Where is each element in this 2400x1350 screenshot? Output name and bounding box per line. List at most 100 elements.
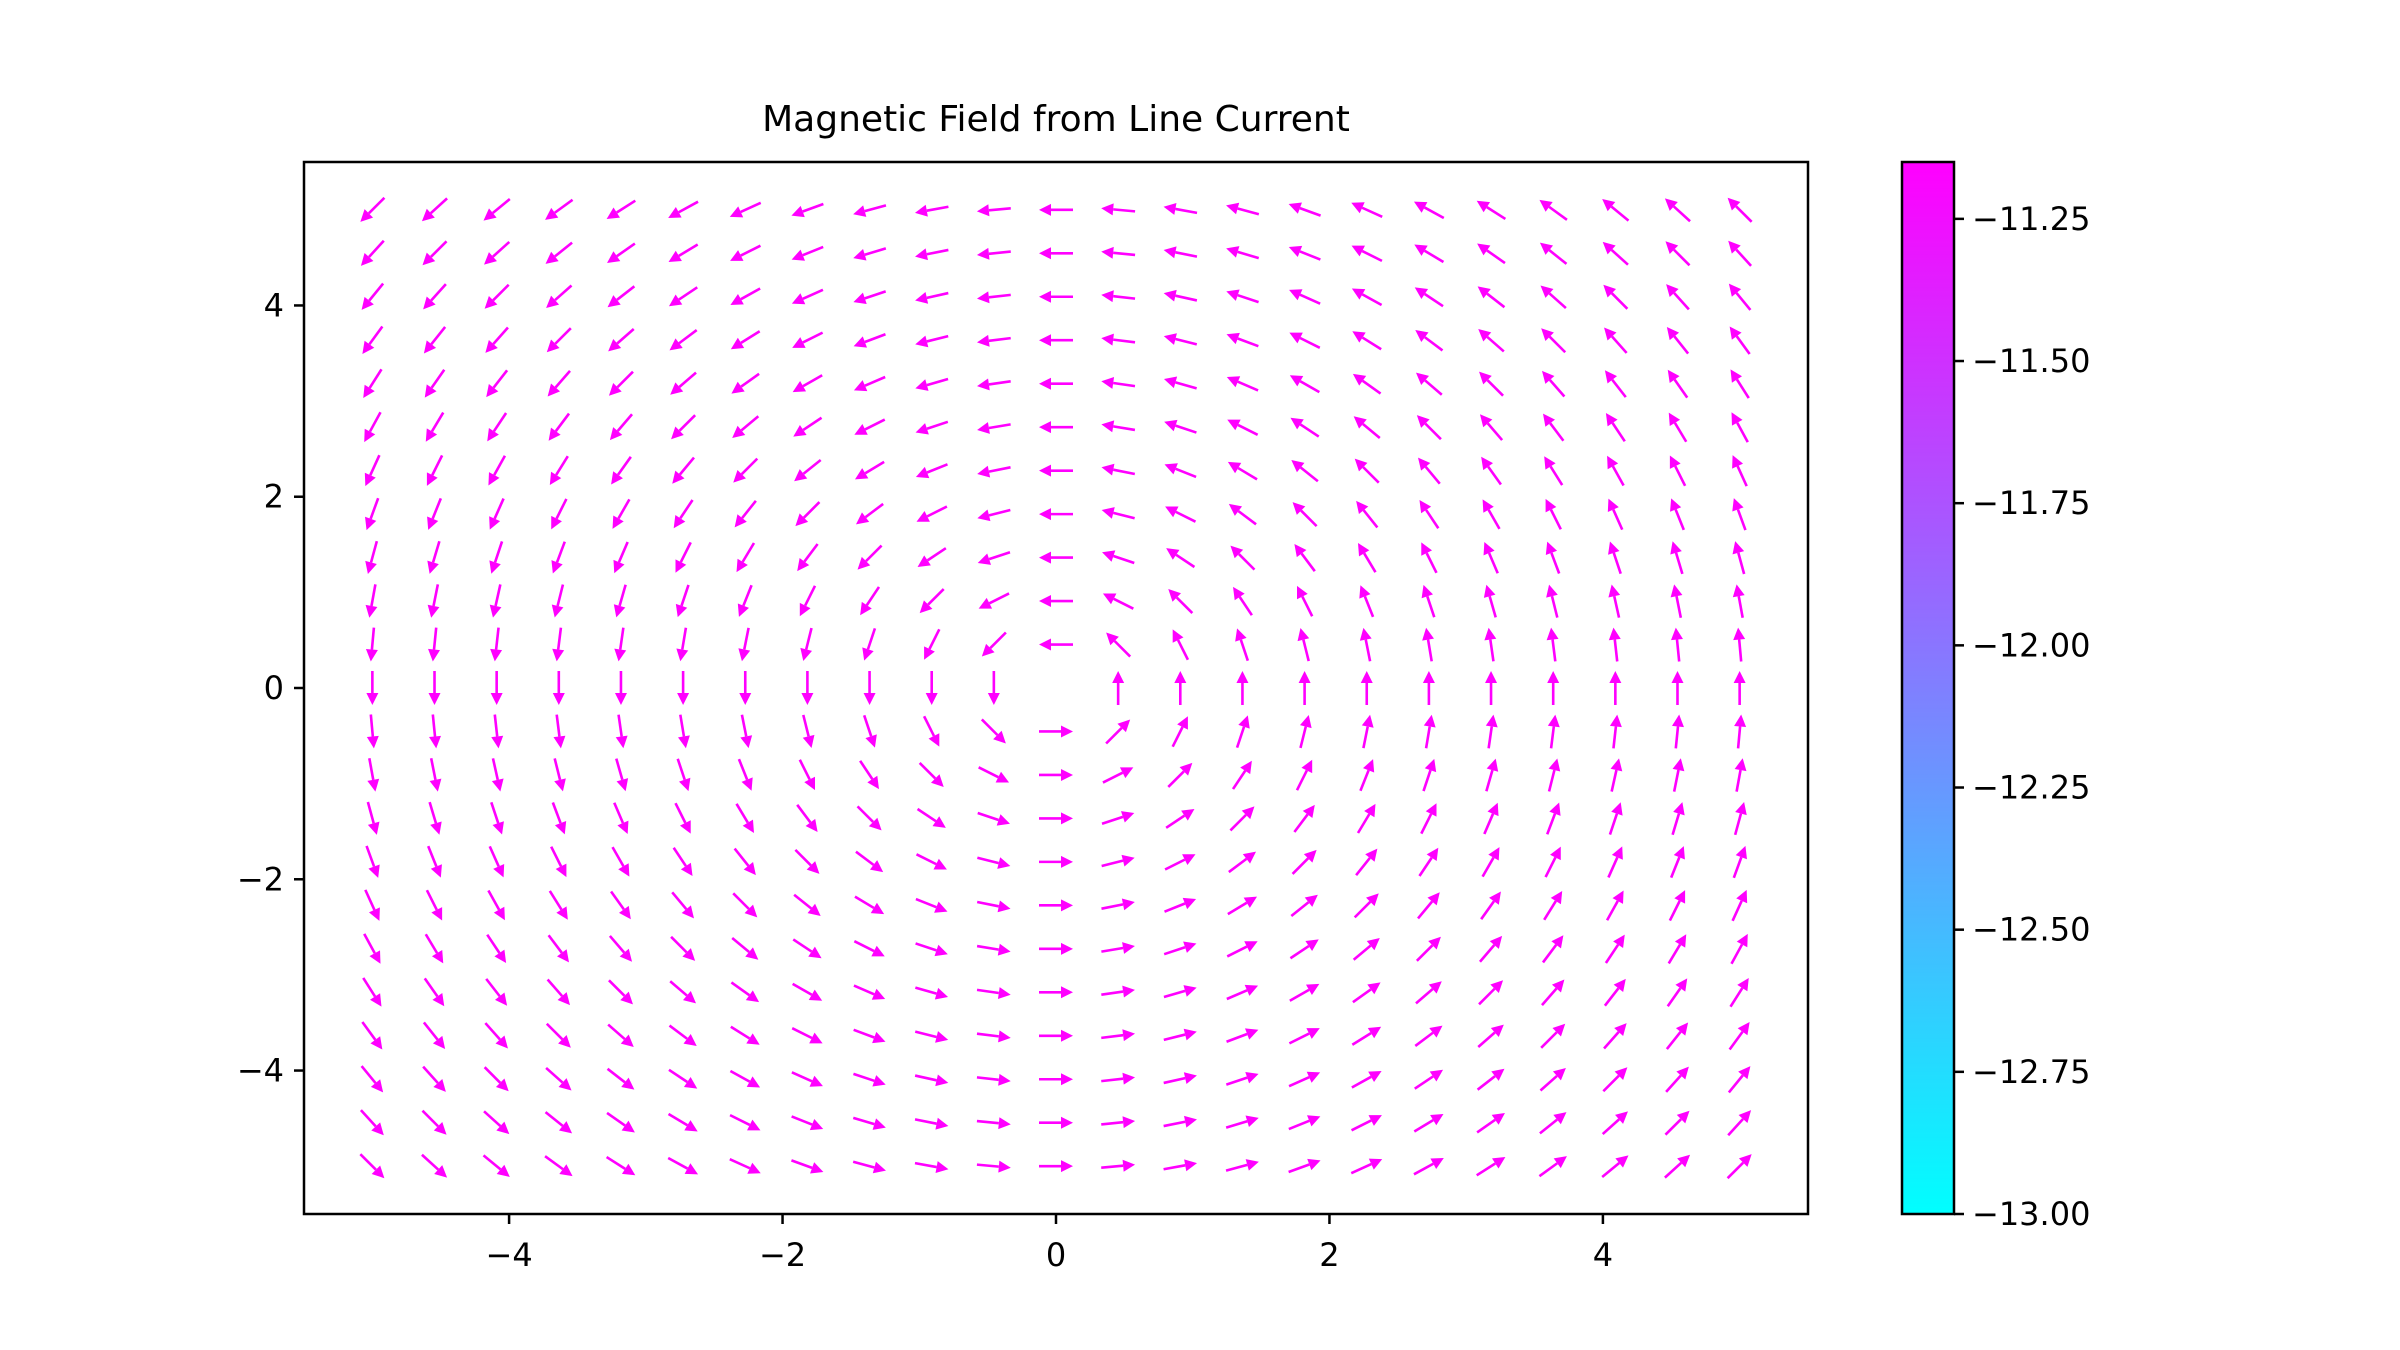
quiver-arrow-shaft — [1302, 639, 1310, 662]
quiver-arrow-shaft — [1237, 293, 1259, 304]
quiver-arrow-shaft — [1175, 467, 1197, 479]
quiver-arrow-head — [431, 950, 444, 964]
quiver-arrow-head — [484, 252, 497, 265]
quiver-arrow — [1414, 1069, 1444, 1090]
quiver-arrow — [483, 1110, 510, 1135]
quiver-arrow — [729, 1157, 761, 1174]
quiver-arrow-head — [430, 821, 442, 835]
quiver-arrow-head — [489, 516, 501, 530]
quiver-arrow — [981, 631, 1007, 657]
quiver-arrow — [796, 804, 818, 833]
quiver-arrow-shaft — [670, 935, 688, 954]
quiver-arrow-head — [1666, 326, 1680, 341]
quiver-arrow-head — [1603, 284, 1617, 298]
quiver-arrow — [365, 845, 380, 878]
quiver-arrow — [1101, 1116, 1136, 1129]
quiver-arrow-shaft — [864, 247, 887, 256]
quiver-arrow-head — [1607, 498, 1619, 512]
quiver-arrow — [1165, 808, 1195, 829]
quiver-arrow-head — [928, 733, 940, 747]
quiver-arrow-shaft — [547, 934, 563, 954]
quiver-arrow — [1226, 246, 1260, 260]
quiver-arrow-head — [1548, 758, 1561, 772]
quiver-arrow — [361, 1021, 383, 1050]
quiver-arrow-shaft — [1113, 597, 1134, 610]
quiver-arrow-shaft — [616, 199, 636, 214]
quiver-arrow — [1484, 627, 1497, 662]
quiver-arrow — [862, 714, 877, 748]
quiver-arrow-shaft — [556, 584, 565, 607]
quiver-arrow — [669, 328, 698, 351]
quiver-arrow-shaft — [802, 501, 821, 519]
quiver-arrow — [1547, 671, 1560, 705]
quiver-arrow-shaft — [1732, 856, 1743, 879]
quiver-arrow-shaft — [916, 807, 937, 823]
quiver-arrow — [546, 978, 571, 1006]
quiver-arrow-head — [1177, 716, 1188, 730]
quiver-arrow-shaft — [370, 584, 377, 607]
quiver-arrow-shaft — [859, 760, 874, 780]
quiver-arrow-head — [555, 863, 567, 878]
quiver-arrow-head — [428, 693, 441, 705]
quiver-arrow — [482, 1154, 510, 1177]
quiver-arrow — [737, 758, 753, 791]
quiver-arrow — [1101, 942, 1135, 954]
quiver-arrow — [802, 714, 815, 748]
quiver-arrow-head — [1477, 243, 1491, 256]
quiver-arrow-shaft — [1413, 1119, 1434, 1133]
quiver-arrow-shaft — [1352, 944, 1372, 961]
quiver-arrow-shaft — [1175, 337, 1198, 346]
quiver-arrow-head — [1607, 455, 1619, 470]
quiver-arrow — [424, 933, 444, 964]
quiver-arrow — [977, 422, 1011, 434]
quiver-arrow — [1163, 1115, 1197, 1128]
quiver-arrow-head — [872, 1075, 886, 1087]
quiver-arrow-head — [914, 204, 928, 217]
quiver-arrow-head — [1604, 327, 1617, 341]
quiver-arrow-head — [1166, 548, 1180, 560]
quiver-arrow-head — [606, 207, 620, 219]
quiver-arrow-shaft — [988, 550, 1011, 561]
quiver-arrow-head — [1305, 939, 1319, 952]
quiver-arrow — [485, 978, 508, 1006]
quiver-arrow-shaft — [1487, 509, 1501, 530]
quiver-arrow-shaft — [618, 627, 625, 650]
quiver-arrow-head — [745, 990, 760, 1003]
quiver-arrow-head — [791, 249, 805, 261]
quiver-arrow-shaft — [1728, 1030, 1744, 1051]
quiver-arrow — [1352, 937, 1380, 961]
quiver-arrow-head — [1241, 806, 1255, 820]
quiver-arrow — [606, 1067, 635, 1090]
quiver-arrow-head — [1163, 246, 1177, 259]
quiver-arrow-shaft — [1164, 902, 1186, 913]
quiver-arrow-head — [808, 989, 823, 1001]
quiver-arrow-shaft — [1361, 336, 1382, 351]
quiver-arrow-head — [679, 820, 691, 834]
quiver-arrow — [915, 248, 949, 261]
quiver-arrow-head — [364, 428, 376, 443]
quiver-arrow — [1163, 1159, 1198, 1172]
quiver-arrow-shaft — [545, 1066, 564, 1084]
quiver-arrow-head — [1122, 1029, 1136, 1042]
quiver-arrow — [792, 938, 822, 959]
quiver-arrow — [1039, 464, 1073, 477]
quiver-arrow-head — [1245, 1115, 1259, 1128]
quiver-arrow — [733, 847, 756, 876]
quiver-arrow-shaft — [1488, 595, 1497, 618]
quiver-arrow-head — [1484, 627, 1497, 641]
quiver-arrow-head — [1415, 330, 1429, 343]
quiver-arrow-head — [427, 560, 439, 574]
quiver-arrow — [548, 412, 571, 441]
quiver-arrow-shaft — [729, 1113, 751, 1127]
quiver-arrow-shaft — [555, 714, 561, 737]
quiver-arrow-head — [1061, 812, 1073, 825]
quiver-arrow-shaft — [678, 371, 697, 388]
quiver-arrow-head — [1307, 1158, 1321, 1171]
quiver-arrow-head — [1061, 855, 1073, 868]
quiver-arrow — [606, 1111, 635, 1133]
quiver-arrow-shaft — [977, 856, 1000, 865]
quiver-arrow-shaft — [1238, 596, 1253, 616]
quiver-arrow — [613, 584, 627, 618]
quiver-arrow-shaft — [1165, 814, 1186, 829]
quiver-arrow — [1039, 551, 1073, 564]
